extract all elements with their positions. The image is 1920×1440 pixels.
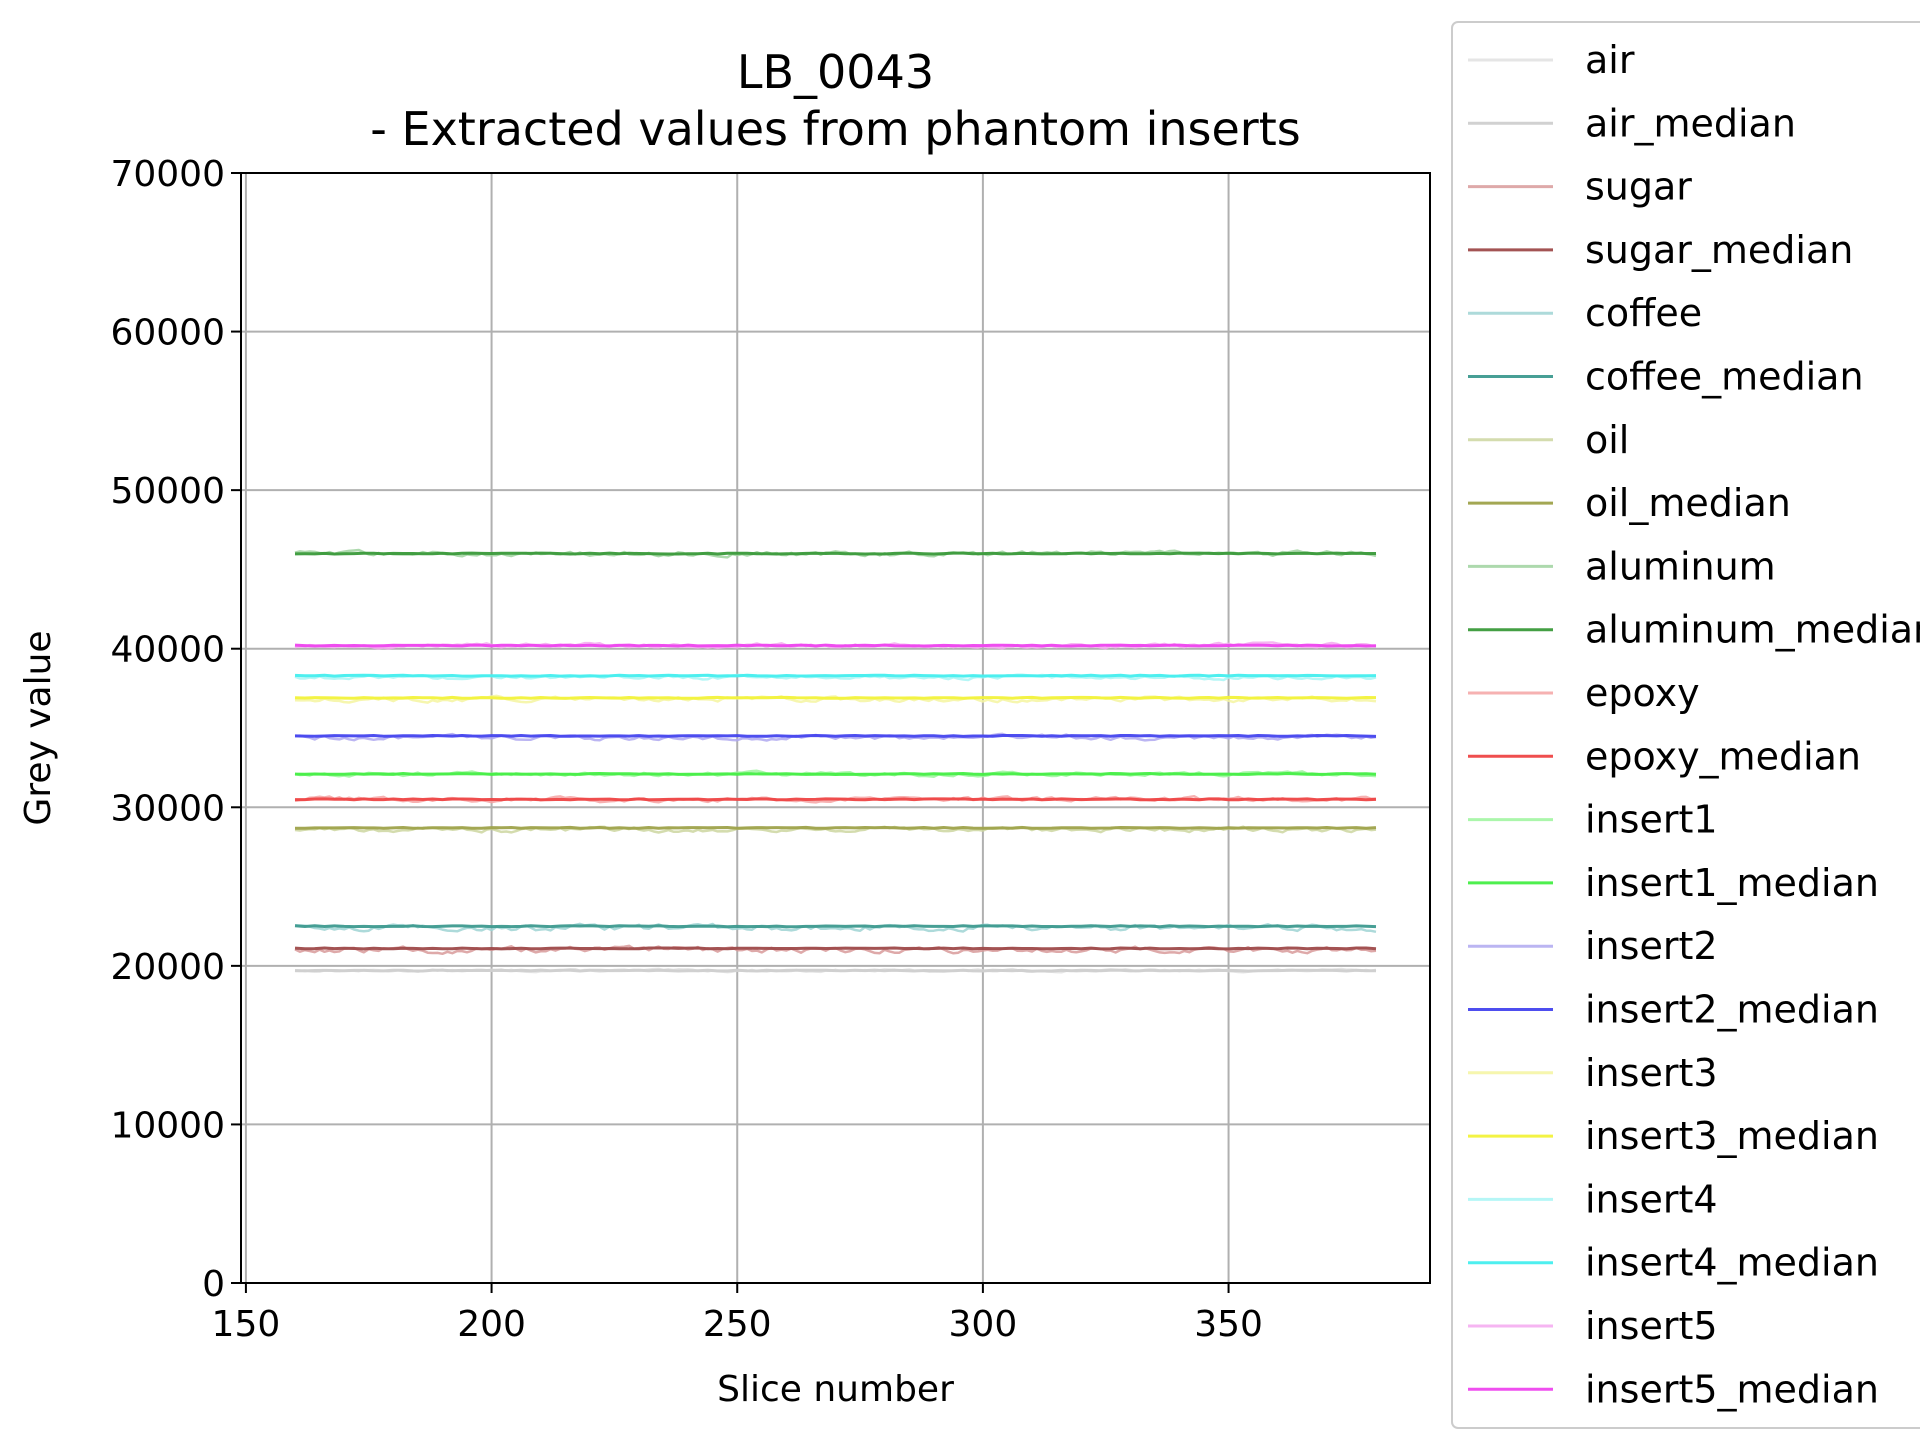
series-line-coffee-median: [294, 924, 1377, 929]
y-tick-label: 10000: [110, 1105, 225, 1146]
legend-label: sugar: [1585, 165, 1692, 209]
legend-frame: [1451, 21, 1920, 1429]
legend-label: coffee: [1585, 291, 1702, 335]
x-tick-label: 350: [1194, 1304, 1263, 1345]
legend-label: air_median: [1585, 101, 1796, 145]
x-tick-label: 200: [457, 1304, 526, 1345]
legend-label: insert5_median: [1585, 1367, 1879, 1411]
x-tick-label: 250: [703, 1304, 772, 1345]
plot-frame: [240, 172, 1431, 1284]
series-line-epoxy-median: [295, 797, 1377, 802]
series-line-insert4-median: [294, 673, 1377, 678]
legend-label: oil: [1585, 418, 1629, 462]
y-tick-label: 30000: [110, 788, 225, 829]
axis-ticks: 150 200 250 300 350 0 10000 20000 30000 40000 5000…: [110, 154, 1262, 1345]
y-tick-label: 20000: [110, 947, 225, 988]
series-line-air-median: [294, 968, 1377, 973]
series-line-sugar-median: [294, 946, 1377, 951]
legend-label: insert4_median: [1585, 1241, 1879, 1285]
series-line-aluminum-median: [294, 551, 1376, 556]
legend-label: air: [1585, 38, 1635, 82]
series-line-insert1-median: [294, 772, 1377, 776]
legend-label: insert2_median: [1585, 988, 1879, 1032]
legend-label: insert3_median: [1585, 1114, 1879, 1158]
x-axis-title: Slice number: [717, 1369, 954, 1410]
legend-label: epoxy_median: [1585, 734, 1861, 778]
legend-label: insert1_median: [1585, 861, 1879, 905]
chart-title: LB_0043: [737, 45, 934, 99]
chart-subtitle: - Extracted values from phantom inserts: [370, 102, 1300, 156]
y-axis-title: Grey value: [18, 630, 59, 825]
series-line-insert2-median: [294, 734, 1377, 738]
series-line-insert5-median: [294, 643, 1377, 648]
legend-label: aluminum: [1585, 544, 1776, 588]
series-line-coffee: [294, 922, 1377, 934]
legend-label: epoxy: [1585, 671, 1700, 715]
grid: [241, 172, 1430, 1284]
legend-label: aluminum_median: [1585, 608, 1920, 652]
y-tick-label: 50000: [110, 471, 225, 512]
y-tick-label: 40000: [110, 630, 225, 671]
legend-label: insert2: [1585, 924, 1718, 968]
x-tick-label: 150: [212, 1304, 281, 1345]
legend-label: oil_median: [1585, 481, 1791, 525]
legend-label: insert1: [1585, 798, 1718, 842]
y-tick-label: 60000: [110, 313, 225, 354]
legend-label: coffee_median: [1585, 355, 1864, 399]
legend-label: insert5: [1585, 1304, 1718, 1348]
x-tick-label: 300: [949, 1304, 1018, 1345]
legend-label: insert3: [1585, 1051, 1718, 1095]
legend-label: sugar_median: [1585, 228, 1853, 272]
series-line-insert3-median: [294, 695, 1377, 700]
y-tick-label: 0: [202, 1264, 225, 1305]
y-tick-label: 70000: [110, 154, 225, 195]
series-line-oil: [294, 825, 1377, 834]
legend-label: insert4: [1585, 1177, 1718, 1221]
series-lines: [294, 548, 1377, 974]
series-line-oil-median: [294, 825, 1377, 830]
